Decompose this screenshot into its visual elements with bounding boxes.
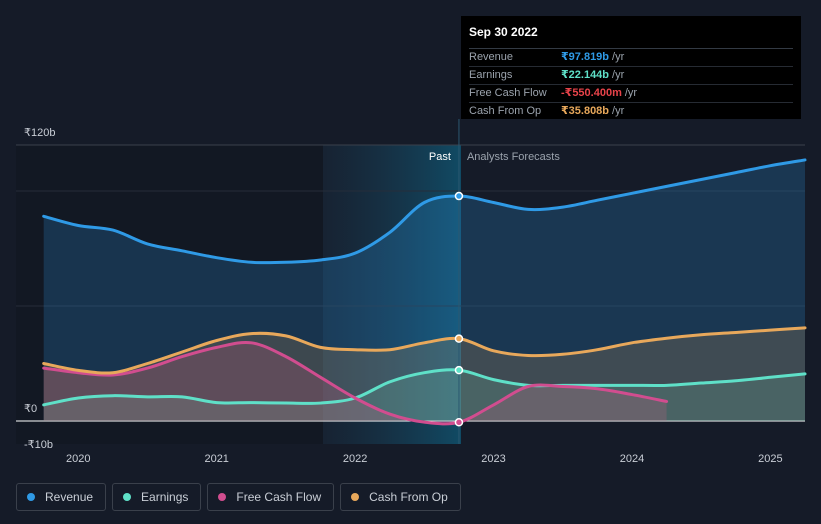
area-cfo xyxy=(43,327,806,421)
y-tick-label: ₹0 xyxy=(24,403,37,415)
legend-dot-icon xyxy=(218,493,227,501)
tooltip-unit: /yr xyxy=(612,69,625,81)
tooltip-date: Sep 30 2022 xyxy=(469,24,793,49)
legend-dot-icon xyxy=(351,493,360,501)
x-tick-label: 2021 xyxy=(204,453,228,465)
tooltip-unit: /yr xyxy=(624,87,638,99)
y-tick-label: -₹10b xyxy=(24,439,53,451)
area-earnings xyxy=(43,369,806,421)
legend-dot-icon xyxy=(123,493,132,501)
tooltip-label: Free Cash Flow xyxy=(469,87,547,99)
tooltip-unit: /yr xyxy=(612,105,625,117)
area-fcf xyxy=(43,342,667,424)
series-areas xyxy=(43,159,806,424)
tooltip-row-earnings: Earnings ₹22.144b /yr xyxy=(469,67,793,85)
marker-fcf xyxy=(454,418,464,427)
tooltip-label: Revenue xyxy=(469,51,514,63)
tooltip-label: Cash From Op xyxy=(469,105,542,117)
area-revenue xyxy=(43,159,806,421)
legend-item-revenue[interactable]: Revenue xyxy=(16,483,107,511)
series-lines xyxy=(42,158,807,426)
tooltip-row-free-cash-flow: Free Cash Flow -₹550.400m /yr xyxy=(469,85,793,103)
line-revenue xyxy=(42,158,807,265)
tooltip-row-revenue: Revenue ₹97.819b /yr xyxy=(469,49,793,67)
marker-revenue xyxy=(454,191,464,201)
legend-item-cash-from-op[interactable]: Cash From Op xyxy=(340,483,461,511)
legend-label: Free Cash Flow xyxy=(236,490,322,504)
line-earnings xyxy=(42,368,807,407)
financials-chart: Past Analysts Forecasts ₹120b ₹0 -₹10b 202… xyxy=(16,119,807,465)
legend-label: Revenue xyxy=(45,490,94,504)
legend-dot-icon xyxy=(27,493,35,501)
x-axis: 2020 2021 2022 2023 2024 2025 xyxy=(66,453,783,465)
legend-item-free-cash-flow[interactable]: Free Cash Flow xyxy=(207,483,335,511)
tooltip-value: ₹22.144b xyxy=(561,69,610,81)
legend-item-earnings[interactable]: Earnings xyxy=(112,483,202,511)
tooltip-value: ₹97.819b xyxy=(561,51,610,63)
x-tick-label: 2025 xyxy=(758,453,782,465)
legend-label: Cash From Op xyxy=(369,490,448,504)
tooltip-unit: /yr xyxy=(612,51,625,63)
tooltip-label: Earnings xyxy=(469,69,513,81)
tooltip-value: -₹550.400m xyxy=(561,87,622,99)
forecast-label: Analysts Forecasts xyxy=(467,151,560,163)
marker-earnings xyxy=(454,365,464,375)
pre-past-shade xyxy=(16,145,323,444)
marker-cfo xyxy=(454,334,464,343)
y-axis: ₹120b ₹0 -₹10b xyxy=(24,127,55,451)
legend-label: Earnings xyxy=(141,490,189,504)
x-tick-label: 2022 xyxy=(343,453,367,465)
tooltip-row-cash-from-op: Cash From Op ₹35.808b /yr xyxy=(469,103,793,120)
x-tick-label: 2024 xyxy=(620,453,644,465)
tooltip: Sep 30 2022 Revenue ₹97.819b /yr Earning… xyxy=(461,16,801,119)
tooltip-value: ₹35.808b xyxy=(561,105,610,117)
highlight-markers xyxy=(454,191,464,427)
y-tick-label: ₹120b xyxy=(24,127,55,139)
past-label: Past xyxy=(429,151,451,163)
x-tick-label: 2020 xyxy=(66,453,90,465)
x-tick-label: 2023 xyxy=(481,453,505,465)
legend: Revenue Earnings Free Cash Flow Cash Fro… xyxy=(16,483,461,511)
line-cfo xyxy=(42,326,807,375)
line-fcf xyxy=(42,340,669,426)
